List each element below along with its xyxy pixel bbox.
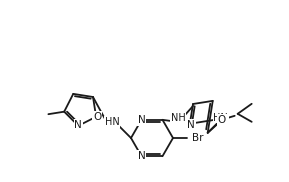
Text: O: O — [218, 115, 226, 125]
Text: NH: NH — [171, 113, 185, 123]
Text: HN: HN — [214, 113, 228, 123]
Text: N: N — [75, 120, 82, 130]
Text: N: N — [187, 120, 195, 130]
Text: HN: HN — [105, 117, 119, 127]
Text: O: O — [93, 112, 101, 122]
Text: N: N — [138, 115, 145, 125]
Text: N: N — [138, 151, 145, 161]
Text: Br: Br — [192, 133, 204, 143]
